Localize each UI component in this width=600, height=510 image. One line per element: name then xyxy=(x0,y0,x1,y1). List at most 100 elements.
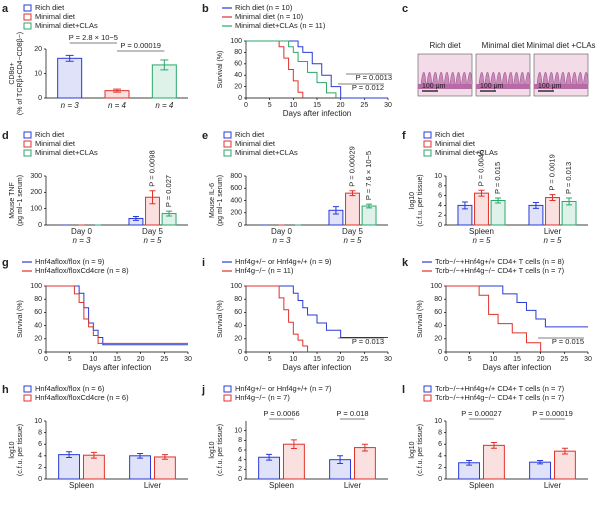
survival-curve xyxy=(246,40,388,99)
y-tick-label: 20 xyxy=(434,336,442,343)
n-label: n = 5 xyxy=(472,236,491,245)
x-tick-label: Spleen xyxy=(469,481,494,490)
legend-label: Minimal diet+CLAs xyxy=(35,148,98,157)
y-tick-label: 100 xyxy=(30,283,42,290)
survival-curve xyxy=(246,40,304,98)
y-tick-label: 40 xyxy=(34,322,42,329)
bar xyxy=(529,461,552,480)
y-axis-label: (pg ml−1 serum) xyxy=(217,175,224,226)
error-bar xyxy=(461,201,468,210)
tissue-base xyxy=(476,84,530,89)
panel-label: a xyxy=(2,3,9,15)
p-value: P = 0.00019 xyxy=(532,409,573,418)
x-tick-label: 15 xyxy=(313,356,321,363)
n-label: n = 4 xyxy=(155,101,174,110)
legend-swatch xyxy=(23,4,32,12)
y-axis-label: Mouse IL-6 xyxy=(209,183,216,218)
y-tick-label: 10 xyxy=(434,173,442,180)
y-axis-label: log10 xyxy=(409,441,416,458)
y-tick-label: 10 xyxy=(34,70,42,77)
p-value: P = 0.027 xyxy=(164,175,173,207)
villus xyxy=(478,71,485,85)
legend-swatch xyxy=(223,385,232,393)
x-tick-label: 20 xyxy=(337,356,345,363)
legend-label: Minimal diet+CLAs xyxy=(35,21,98,30)
survival-curve xyxy=(246,285,309,352)
villus xyxy=(455,71,462,85)
legend-swatch xyxy=(23,13,32,21)
legend-label: Minimal diet xyxy=(235,139,276,148)
error-bar xyxy=(137,452,144,459)
legend-label: Minimal diet+CLAs xyxy=(235,148,298,157)
p-value: P = 0.0019 xyxy=(547,154,556,190)
y-tick-label: 10 xyxy=(434,418,442,425)
p-value: P = 0.00029 xyxy=(347,146,356,187)
survival-curve xyxy=(446,285,542,352)
x-tick-label: Spleen xyxy=(469,227,494,236)
p-value: P = 0.0013 xyxy=(356,73,392,82)
panel-label: j xyxy=(201,384,205,396)
n-label: n = 4 xyxy=(108,101,127,110)
y-axis-label: Survival (%) xyxy=(417,300,424,338)
y-tick-label: 80 xyxy=(234,296,242,303)
villus xyxy=(420,71,427,85)
p-value: P = 2.8 × 10−5 xyxy=(69,33,118,42)
error-bar xyxy=(290,439,297,450)
y-tick-label: 2 xyxy=(438,464,442,471)
y-tick-label: 8 xyxy=(438,429,442,436)
legend-label: Minimal diet xyxy=(35,12,76,21)
y-tick-label: 0 xyxy=(238,222,242,229)
x-tick-label: Liver xyxy=(344,481,362,490)
x-tick-label: Liver xyxy=(544,481,562,490)
error-bar xyxy=(366,203,373,209)
p-value: P = 0.015 xyxy=(493,162,502,194)
n-label: n = 3 xyxy=(61,101,80,110)
villus xyxy=(542,71,549,85)
y-tick-label: 0 xyxy=(238,95,242,102)
y-tick-label: 0 xyxy=(38,349,42,356)
villus xyxy=(490,71,496,85)
legend-label: Hnf4aflox/floxCd4cre (n = 6) xyxy=(35,393,129,402)
villus xyxy=(519,71,525,85)
legend-label: Minimal diet+CLAs (n = 11) xyxy=(235,21,326,30)
y-tick-label: 60 xyxy=(234,309,242,316)
x-tick-label: 25 xyxy=(360,102,368,109)
x-tick-label: 20 xyxy=(137,356,145,363)
y-axis-label: log10 xyxy=(209,441,216,458)
villus xyxy=(484,71,491,85)
bar xyxy=(345,192,360,226)
error-bar xyxy=(337,455,344,465)
n-label: n = 5 xyxy=(343,236,362,245)
x-tick-label: Day 0 xyxy=(271,227,292,236)
y-tick-label: 80 xyxy=(434,296,442,303)
panel-label: l xyxy=(402,384,405,396)
error-bar xyxy=(266,453,273,461)
bar xyxy=(545,197,560,226)
bar xyxy=(490,200,506,226)
bar xyxy=(482,444,505,480)
error-bar xyxy=(532,201,539,209)
y-tick-label: 40 xyxy=(234,72,242,79)
x-tick-label: 5 xyxy=(268,102,272,109)
y-tick-label: 0 xyxy=(438,349,442,356)
y-tick-label: 300 xyxy=(30,173,42,180)
bar xyxy=(553,450,576,480)
y-tick-label: 40 xyxy=(234,322,242,329)
p-value: P = 0.00019 xyxy=(120,41,161,50)
legend-label: Hnf4g+/− or Hnf4g+/+ (n = 7) xyxy=(235,384,332,393)
y-tick-label: 6 xyxy=(38,441,42,448)
n-label: n = 3 xyxy=(72,236,91,245)
x-tick-label: 30 xyxy=(384,102,392,109)
y-tick-label: 8 xyxy=(38,429,42,436)
x-tick-label: 10 xyxy=(289,102,297,109)
villus xyxy=(467,71,473,85)
panel-label: f xyxy=(402,130,406,142)
panel-label: c xyxy=(402,3,408,15)
y-tick-label: 10 xyxy=(34,418,42,425)
legend-label: Tcrb−/−+Hnf4g+/+ CD4+ T cells (n = 8) xyxy=(435,257,565,266)
villus xyxy=(449,71,456,85)
panel-label: i xyxy=(202,257,205,269)
y-tick-label: 0 xyxy=(38,95,42,102)
error-bar xyxy=(113,88,121,93)
